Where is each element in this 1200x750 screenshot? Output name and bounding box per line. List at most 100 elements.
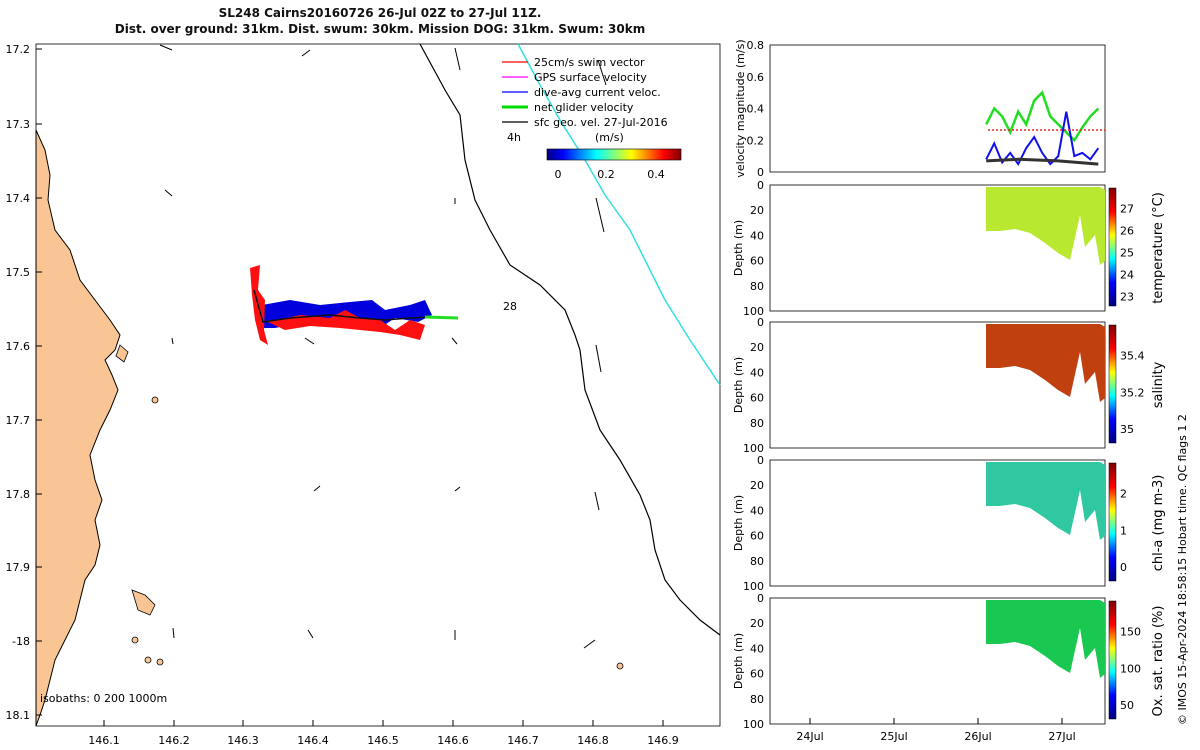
map-frame	[35, 43, 721, 727]
colorbar-tick-label: 0.2	[597, 168, 615, 181]
lon-tick-label: 146.9	[647, 734, 679, 747]
map-legend: 25cm/s swim vector GPS surface velocity di…	[40, 56, 682, 705]
geo-arrow	[454, 47, 461, 71]
island	[131, 636, 139, 644]
lon-tick-label: 146.7	[507, 734, 539, 747]
panel-colorbar	[1108, 600, 1117, 720]
depth-tick-label: 0	[757, 316, 764, 329]
lat-tick-label: 17.5	[6, 266, 31, 279]
colorbar-tick-label: 0.4	[647, 168, 665, 181]
colorbar-title: (m/s)	[595, 131, 624, 144]
depth-tick-label: 60	[750, 255, 764, 268]
speed-colorbar	[546, 148, 682, 161]
geo-arrow	[172, 627, 175, 639]
depth-data-field	[986, 187, 1105, 265]
depth-tick-label: 100	[743, 442, 764, 455]
lon-tick-label: 146.3	[227, 734, 259, 747]
depth-tick-label: 0	[757, 592, 764, 605]
depth-ylabel: Depth (m)	[732, 495, 745, 551]
isobath-200m	[419, 43, 721, 636]
colorbar-tick-label: 150	[1120, 626, 1141, 639]
depth-ylabel: Depth (m)	[732, 220, 745, 276]
colorbar-tick-label: 35.2	[1120, 386, 1145, 399]
geo-arrow	[313, 485, 321, 492]
lat-tick-label: 17.6	[6, 340, 31, 353]
lat-tick-label: -18	[12, 635, 30, 648]
lon-tick-label: 146.5	[367, 734, 399, 747]
depth-tick-label: 40	[750, 366, 764, 379]
island	[144, 656, 152, 664]
legend-entry: dive-avg current veloc.	[534, 86, 661, 99]
geo-arrow	[171, 337, 174, 345]
colorbar-tick-label: 35.4	[1120, 350, 1145, 363]
swim-vector-area	[268, 310, 425, 340]
time-tick-label: 27Jul	[1048, 730, 1075, 743]
time-tick-label: 26Jul	[964, 730, 991, 743]
velocity-tick-label: 0.6	[747, 71, 765, 84]
panel-colorbar-label: chl-a (mg m-3)	[1151, 475, 1166, 572]
legend-entry: 25cm/s swim vector	[534, 56, 645, 69]
panel-colorbar	[1108, 462, 1117, 582]
island	[151, 396, 159, 404]
day-label: 28	[503, 300, 517, 313]
depth-tick-label: 40	[750, 504, 764, 517]
lat-tick-label: 18.1	[6, 709, 31, 722]
geo-arrow	[595, 197, 605, 233]
depth-ylabel: Depth (m)	[732, 633, 745, 689]
geo-arrow	[594, 491, 600, 511]
chart-subtitle: Dist. over ground: 31km. Dist. swum: 30k…	[114, 22, 646, 36]
depth-tick-label: 60	[750, 530, 764, 543]
glider-track	[250, 265, 459, 345]
depth-data-field	[986, 462, 1105, 540]
island	[115, 344, 129, 363]
depth-tick-label: 20	[750, 204, 764, 217]
lon-tick-label: 146.4	[297, 734, 329, 747]
coastline-land	[35, 129, 121, 727]
velocity-tick-label: 0.4	[747, 103, 765, 116]
geo-arrow	[583, 639, 596, 649]
colorbar-tick-label: 24	[1120, 268, 1134, 281]
geo-arrow	[307, 629, 314, 639]
depth-data-field	[986, 600, 1105, 678]
depth-tick-label: 0	[757, 179, 764, 192]
depth-tick-label: 80	[750, 693, 764, 706]
depth-data-field	[986, 324, 1105, 402]
geo-arrow	[159, 44, 173, 51]
geo-arrow	[301, 49, 311, 57]
lat-tick-label: 17.3	[6, 118, 31, 131]
colorbar-tick-label: 2	[1120, 488, 1127, 501]
chart-title: SL248 Cairns20160726 26-Jul 02Z to 27-Ju…	[218, 6, 542, 20]
geo-arrow	[304, 337, 315, 345]
velocity-series-line	[986, 157, 1099, 166]
depth-tick-label: 60	[750, 668, 764, 681]
depth-tick-label: 20	[750, 341, 764, 354]
lon-tick-label: 146.2	[158, 734, 190, 747]
depth-tick-label: 100	[743, 718, 764, 731]
colorbar-tick-label: 0	[1120, 561, 1127, 574]
swim-vector-area	[250, 265, 268, 345]
velocity-ylabel: velocity magnitude (m/s)	[734, 39, 747, 177]
legend-entry: sfc geo. vel. 27-Jul-2016	[534, 116, 668, 129]
velocity-tick-label: 0.8	[747, 39, 765, 52]
panel-colorbar	[1108, 324, 1117, 444]
depth-tick-label: 100	[743, 580, 764, 593]
lon-tick-label: 146.6	[437, 734, 469, 747]
colorbar-tick-label: 23	[1120, 290, 1134, 303]
geo-arrow	[454, 486, 461, 492]
isobath-1000m	[517, 43, 721, 386]
island	[156, 658, 164, 666]
colorbar-tick-label: 1	[1120, 524, 1127, 537]
depth-tick-label: 0	[757, 454, 764, 467]
colorbar-tick-label: 100	[1120, 662, 1141, 675]
geo-velocity-arrows	[159, 44, 607, 649]
depth-tick-label: 20	[750, 479, 764, 492]
lat-tick-label: 17.8	[6, 488, 31, 501]
velocity-panel-frame	[769, 44, 1106, 173]
depth-tick-label: 60	[750, 392, 764, 405]
time-label: 4h	[507, 131, 521, 144]
colorbar-tick-label: 25	[1120, 246, 1134, 259]
isobaths-label: isobaths: 0 200 1000m	[40, 692, 167, 705]
lon-tick-label: 146.1	[88, 734, 120, 747]
colorbar-tick-label: 27	[1120, 202, 1134, 215]
